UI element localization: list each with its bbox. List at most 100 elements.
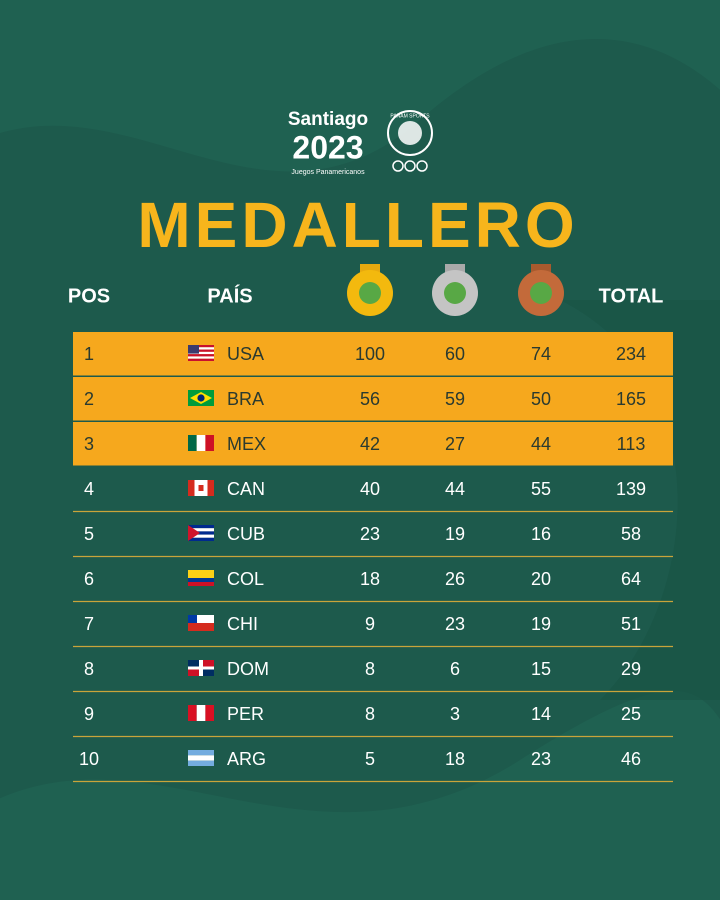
table-cell: 56 <box>360 389 380 409</box>
country-code: CUB <box>227 524 265 544</box>
flag-part <box>188 531 214 535</box>
table-cell: 20 <box>531 569 551 589</box>
table-cell: 55 <box>531 479 551 499</box>
row-highlight <box>73 332 673 376</box>
flag-part <box>207 480 214 496</box>
table-cell: 100 <box>355 344 385 364</box>
flag-part <box>205 435 214 451</box>
table-cell: 234 <box>616 344 646 364</box>
logo-city: Santiago <box>288 109 368 130</box>
table-row: 1 USA 100 60 74 234 <box>73 332 673 378</box>
table-cell: 60 <box>445 344 465 364</box>
country-code: ARG <box>227 749 266 769</box>
title: MEDALLERO <box>137 189 578 261</box>
emblem-circle <box>387 110 433 156</box>
row-highlight <box>73 377 673 421</box>
table-cell: 8 <box>365 659 375 679</box>
table-cell: 26 <box>445 569 465 589</box>
bg-shape <box>560 300 720 700</box>
header-country: PAÍS <box>207 284 252 307</box>
flag-part <box>203 669 214 676</box>
table-cell: 15 <box>531 659 551 679</box>
table-cell: 40 <box>360 479 380 499</box>
flag-part <box>188 660 199 667</box>
country-code: BRA <box>227 389 264 409</box>
table-cell: 19 <box>445 524 465 544</box>
flag-part <box>188 354 214 357</box>
flag-part <box>188 755 214 761</box>
flag <box>188 345 214 361</box>
country-code: USA <box>227 344 264 364</box>
table-cell: 5 <box>365 749 375 769</box>
table-cell: 6 <box>84 569 94 589</box>
flag-part <box>188 760 214 766</box>
table-cell: 51 <box>621 614 641 634</box>
flag-part <box>188 345 214 348</box>
country-code: MEX <box>227 434 266 454</box>
table-cell: 7 <box>84 614 94 634</box>
flag-part <box>188 705 197 721</box>
flag <box>188 525 214 541</box>
gold-medal <box>347 264 393 316</box>
flag-part <box>188 537 214 541</box>
flag <box>188 570 214 586</box>
table-cell: 5 <box>84 524 94 544</box>
table-cell: 50 <box>531 389 551 409</box>
table-cell: 23 <box>445 614 465 634</box>
table-row: 8 DOM 8 6 15 29 <box>73 659 673 693</box>
logo-event: Juegos Panamericanos <box>291 169 365 176</box>
table-cell: 16 <box>531 524 551 544</box>
flag-part <box>188 356 214 359</box>
table-cell: 23 <box>360 524 380 544</box>
flag <box>188 480 214 496</box>
flag <box>188 615 214 631</box>
flag-part <box>197 394 205 402</box>
country-code: PER <box>227 704 264 724</box>
logo-year: 2023 <box>292 129 363 165</box>
table-cell: 139 <box>616 479 646 499</box>
flag-part <box>188 750 214 756</box>
flag-part <box>188 347 214 350</box>
table-cell: 44 <box>531 434 551 454</box>
table-row: 5 CUB 23 19 16 58 <box>73 524 673 558</box>
table-cell: 19 <box>531 614 551 634</box>
table-cell: 10 <box>79 749 99 769</box>
flag-part <box>188 480 195 496</box>
table-row: 6 COL 18 26 20 64 <box>73 569 673 603</box>
table-cell: 3 <box>84 434 94 454</box>
table-cell: 25 <box>621 704 641 724</box>
table-cell: 29 <box>621 659 641 679</box>
table-cell: 8 <box>84 659 94 679</box>
table-cell: 14 <box>531 704 551 724</box>
emblem-globe <box>398 121 422 145</box>
table-cell: 1 <box>84 344 94 364</box>
flag-part <box>188 525 214 529</box>
country-code: CAN <box>227 479 265 499</box>
bronze-medal <box>518 264 564 316</box>
flag <box>188 390 214 406</box>
country-code: CHI <box>227 614 258 634</box>
bg-shape <box>0 0 720 172</box>
flag-part <box>188 435 197 451</box>
flag-part <box>188 358 214 361</box>
flag-part <box>188 615 197 623</box>
flag-part <box>198 485 204 491</box>
table-cell: 58 <box>621 524 641 544</box>
table-cell: 4 <box>84 479 94 499</box>
table-row: 10 ARG 5 18 23 46 <box>73 749 673 783</box>
rings <box>392 160 428 172</box>
table-cell: 113 <box>617 434 646 454</box>
flag-part <box>188 669 199 676</box>
header-pos: POS <box>68 285 110 307</box>
table-row: 7 CHI 9 23 19 51 <box>73 614 673 648</box>
flag-part <box>203 660 214 667</box>
table-cell: 27 <box>445 434 465 454</box>
table-cell: 8 <box>365 704 375 724</box>
flag-part <box>188 582 214 586</box>
flag-part <box>188 528 214 532</box>
flag-part <box>188 345 199 354</box>
flag-part <box>188 570 214 578</box>
